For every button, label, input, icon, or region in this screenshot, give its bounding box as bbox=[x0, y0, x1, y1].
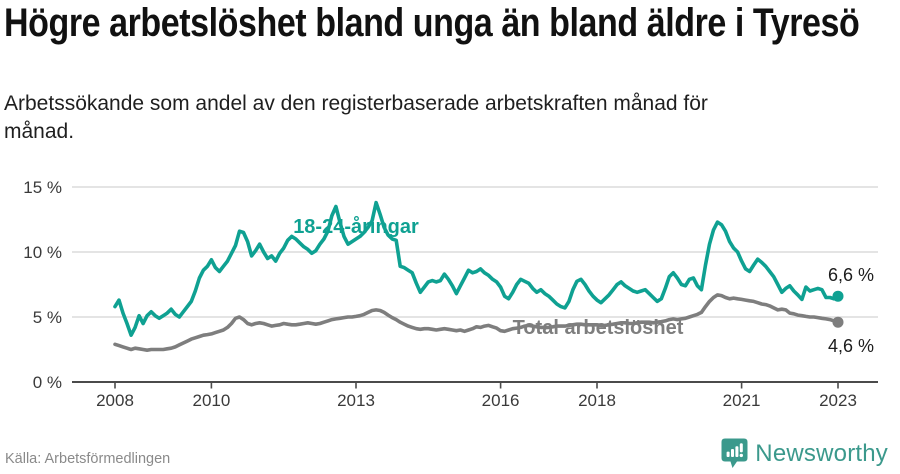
series-end-dot-youth-18-24 bbox=[832, 290, 844, 302]
newsworthy-logo: Newsworthy bbox=[721, 438, 888, 469]
series-end-value-total: 4,6 % bbox=[828, 336, 874, 356]
x-axis-tick-label: 2010 bbox=[192, 391, 230, 410]
x-axis-tick-label: 2016 bbox=[482, 391, 520, 410]
series-label-total: Total arbetslöshet bbox=[513, 317, 684, 339]
y-axis-tick-label: 5 % bbox=[33, 308, 62, 327]
x-axis-tick-label: 2023 bbox=[819, 391, 857, 410]
x-axis-tick-label: 2008 bbox=[96, 391, 134, 410]
series-line-youth-18-24 bbox=[113, 200, 840, 337]
newsworthy-bars-bubble-icon bbox=[721, 438, 748, 468]
x-axis-tick-label: 2013 bbox=[337, 391, 375, 410]
y-axis-tick-label: 15 % bbox=[23, 178, 62, 197]
x-axis-tick-label: 2021 bbox=[723, 391, 761, 410]
series-end-dot-total bbox=[832, 316, 844, 328]
y-axis-tick-label: 10 % bbox=[23, 243, 62, 262]
chart-title: Högre arbetslöshet bland unga än bland ä… bbox=[4, 1, 860, 45]
series-line-total bbox=[113, 293, 840, 352]
series-label-youth-18-24: 18-24-åringar bbox=[293, 215, 419, 238]
newsworthy-wordmark: Newsworthy bbox=[755, 439, 888, 467]
source-text: Källa: Arbetsförmedlingen bbox=[5, 451, 171, 467]
chart-subtitle: Arbetssökande som andel av den registerb… bbox=[4, 92, 708, 143]
unemployment-line-chart: 0 % 5 % 10 % 15 % 2008 2010 2013 2016 2018 2021 20… bbox=[23, 178, 878, 410]
series-end-value-youth-18-24: 6,6 % bbox=[828, 265, 874, 285]
y-axis-tick-label: 0 % bbox=[33, 373, 62, 392]
x-axis-tick-label: 2018 bbox=[578, 391, 616, 410]
